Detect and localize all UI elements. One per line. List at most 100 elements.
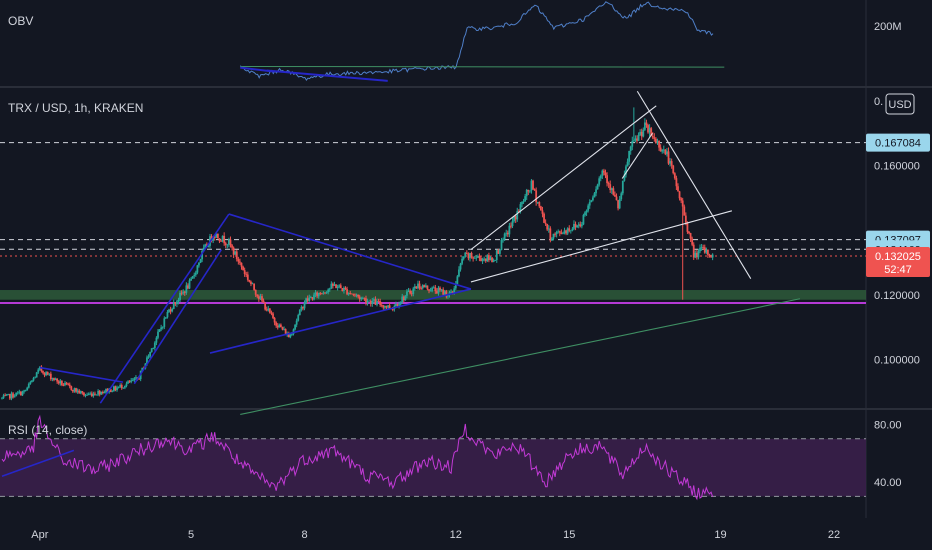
candle-body	[261, 296, 263, 301]
candle-body	[29, 382, 32, 384]
candle-body	[475, 257, 478, 259]
candle-body	[272, 313, 274, 318]
candle-body	[432, 287, 435, 289]
candle-body	[365, 298, 367, 303]
candle-body	[442, 289, 445, 295]
candle-body	[453, 288, 456, 293]
candle-body	[625, 166, 627, 175]
candle-body	[385, 305, 388, 308]
candle-body	[177, 299, 180, 302]
candle-body	[86, 394, 88, 396]
candle-body	[56, 378, 59, 382]
candle-body	[164, 317, 167, 319]
candle-body	[119, 385, 122, 387]
candle-body	[699, 247, 701, 252]
candle-body	[517, 211, 520, 212]
candle-body	[577, 224, 580, 226]
candle-body	[347, 292, 350, 295]
obv-trendline-blue	[266, 69, 388, 82]
candle-body	[402, 296, 405, 301]
time-tick-label: 8	[301, 529, 307, 541]
candle-body	[651, 136, 654, 138]
candle-body	[642, 129, 645, 137]
candle-body	[568, 228, 571, 231]
candle-body	[606, 175, 608, 184]
candle-body	[667, 151, 670, 164]
candle-body	[380, 304, 383, 306]
candle-body	[20, 391, 22, 396]
candle-body	[454, 283, 457, 289]
candle-body	[168, 309, 170, 313]
candle-body	[680, 198, 683, 201]
candle-body	[240, 262, 243, 267]
currency-button-label[interactable]: USD	[888, 99, 911, 111]
candle-body	[691, 238, 694, 245]
candle-body	[437, 287, 440, 294]
candle-body	[620, 193, 623, 200]
candle-body	[462, 256, 465, 259]
candle-body	[201, 251, 204, 260]
candle-body	[27, 383, 30, 388]
candle-body	[557, 231, 560, 233]
candle-body	[650, 128, 653, 137]
candle-body	[469, 252, 471, 259]
candle-body	[109, 388, 112, 393]
candle-body	[598, 178, 601, 185]
candle-body	[350, 293, 353, 295]
candle-body	[242, 266, 244, 271]
candle-body	[423, 285, 426, 288]
candle-body	[368, 300, 371, 302]
candle-body	[499, 249, 501, 254]
candle-body	[294, 324, 296, 330]
candle-body	[677, 186, 679, 192]
candle-body	[90, 393, 93, 396]
candle-body	[418, 283, 421, 289]
candle-body	[374, 299, 377, 305]
candle-body	[174, 302, 177, 305]
price-scale[interactable]: 0.120000 0.100000 0.160000 0. 200M 80.00 40.00	[874, 21, 920, 489]
candle-body	[522, 201, 525, 203]
candle-body	[489, 257, 492, 261]
candle-body	[546, 223, 549, 230]
candle-body	[237, 259, 240, 262]
candle-body	[268, 308, 271, 313]
candle-body	[49, 373, 52, 380]
candle-body	[678, 191, 681, 199]
candle-body	[87, 393, 90, 395]
candle-body	[70, 386, 73, 390]
candle-body	[585, 210, 588, 213]
candle-body	[245, 273, 248, 275]
candle-body	[10, 393, 13, 399]
candle-body	[478, 256, 481, 259]
candle-body	[694, 252, 697, 258]
candle-body	[133, 378, 136, 381]
candle-body	[322, 292, 325, 294]
candle-body	[662, 149, 665, 151]
time-scale[interactable]: Apr 5 8 12 15 19 22	[31, 529, 840, 541]
candle-body	[510, 225, 512, 227]
candle-body	[57, 381, 60, 384]
obv-title: OBV	[8, 14, 33, 28]
candle-body	[684, 215, 687, 223]
candle-body	[196, 265, 199, 273]
candle-body	[229, 239, 232, 246]
candle-body	[599, 175, 602, 179]
candle-body	[521, 202, 523, 205]
candle-body	[54, 378, 57, 381]
currency-button[interactable]: USD	[885, 93, 915, 115]
candle-body	[697, 251, 700, 258]
candle-body	[524, 196, 527, 202]
candle-body	[636, 138, 638, 141]
candle-body	[388, 305, 391, 309]
candle-body	[18, 391, 21, 393]
candle-body	[562, 233, 564, 235]
obv-tick-label: 200M	[874, 21, 902, 33]
candle-body	[661, 150, 664, 152]
obv-series	[239, 1, 725, 82]
candle-body	[363, 297, 366, 299]
candle-body	[150, 348, 153, 352]
candle-body	[221, 235, 224, 242]
candle-body	[558, 231, 561, 233]
candle-body	[262, 300, 265, 303]
